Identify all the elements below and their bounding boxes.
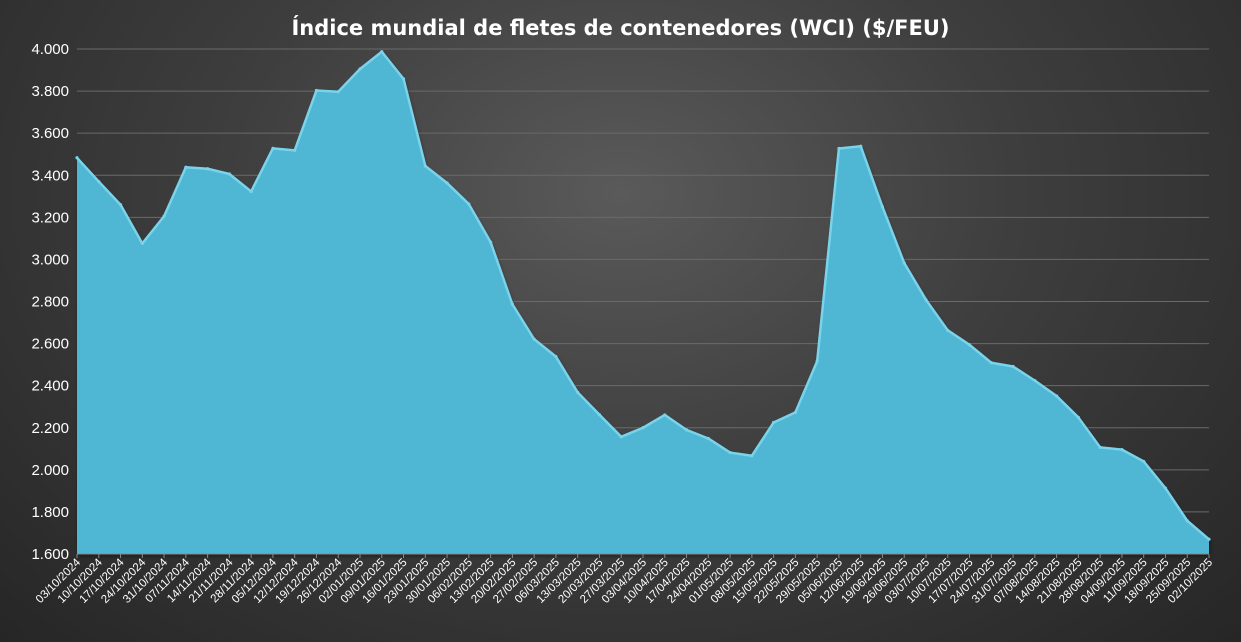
y-tick-label: 3.000 bbox=[31, 251, 69, 268]
data-point bbox=[1142, 459, 1146, 464]
data-point bbox=[772, 420, 776, 425]
chart-title: Índice mundial de fletes de contenedores… bbox=[291, 16, 950, 40]
data-point bbox=[946, 328, 950, 332]
data-point bbox=[184, 165, 188, 169]
data-point bbox=[924, 298, 928, 302]
y-tick-label: 3.400 bbox=[31, 167, 69, 184]
data-point bbox=[815, 359, 819, 363]
data-point bbox=[249, 189, 253, 194]
data-point bbox=[641, 426, 645, 430]
y-tick-label: 3.200 bbox=[31, 209, 69, 226]
data-point bbox=[554, 355, 558, 359]
data-point bbox=[1207, 537, 1211, 541]
data-point bbox=[532, 337, 536, 341]
data-point bbox=[227, 172, 231, 176]
data-point bbox=[97, 179, 101, 184]
y-tick-label: 2.000 bbox=[31, 462, 69, 479]
y-axis: 1.600 1.800 2.000 2.200 2.400 2.600 2.800 3.000… bbox=[31, 41, 69, 563]
data-point bbox=[597, 413, 602, 417]
data-point bbox=[1011, 364, 1015, 369]
data-point bbox=[1033, 379, 1037, 383]
data-point bbox=[358, 67, 362, 71]
data-point bbox=[1055, 394, 1059, 398]
y-tick-label: 2.200 bbox=[31, 420, 69, 437]
data-point bbox=[206, 167, 210, 171]
y-tick-label: 2.600 bbox=[31, 336, 69, 353]
data-point bbox=[967, 343, 972, 347]
data-point bbox=[314, 88, 319, 93]
data-point bbox=[118, 203, 123, 207]
data-point bbox=[576, 390, 580, 394]
data-point bbox=[750, 454, 754, 458]
data-point bbox=[859, 144, 863, 148]
data-point bbox=[684, 428, 689, 432]
data-point bbox=[1120, 448, 1124, 452]
area-series bbox=[75, 50, 1211, 555]
data-point bbox=[423, 164, 427, 168]
data-point bbox=[380, 50, 384, 54]
y-tick-label: 2.400 bbox=[31, 378, 69, 395]
y-tick-label: 3.800 bbox=[31, 83, 69, 100]
y-tick-label: 2.800 bbox=[31, 294, 69, 311]
data-point bbox=[293, 148, 297, 153]
data-point bbox=[140, 241, 144, 246]
data-point bbox=[837, 146, 841, 151]
data-point bbox=[1098, 445, 1102, 449]
data-point bbox=[880, 205, 885, 209]
y-tick-label: 1.800 bbox=[31, 504, 69, 521]
data-point bbox=[1076, 415, 1080, 420]
y-tick-label: 4.000 bbox=[31, 41, 69, 58]
data-point bbox=[271, 146, 275, 150]
data-point bbox=[619, 435, 623, 439]
data-point bbox=[401, 77, 406, 81]
data-point bbox=[728, 450, 732, 455]
y-tick-label: 1.600 bbox=[31, 546, 69, 563]
data-point bbox=[989, 361, 993, 365]
data-point bbox=[663, 413, 667, 417]
data-point bbox=[467, 202, 471, 206]
y-tick-label: 3.600 bbox=[31, 125, 69, 142]
data-point bbox=[510, 302, 514, 306]
data-point bbox=[162, 214, 166, 218]
data-point bbox=[489, 240, 493, 244]
data-point bbox=[793, 410, 797, 414]
data-point bbox=[706, 436, 710, 441]
data-point bbox=[1185, 519, 1189, 523]
data-point bbox=[445, 181, 449, 185]
data-point bbox=[1163, 486, 1168, 490]
area-fill bbox=[77, 51, 1209, 555]
data-point bbox=[902, 261, 906, 265]
data-point bbox=[336, 90, 340, 94]
x-axis: 03/10/202410/10/202417/10/202424/10/2024… bbox=[34, 553, 1215, 606]
data-point bbox=[75, 156, 79, 160]
